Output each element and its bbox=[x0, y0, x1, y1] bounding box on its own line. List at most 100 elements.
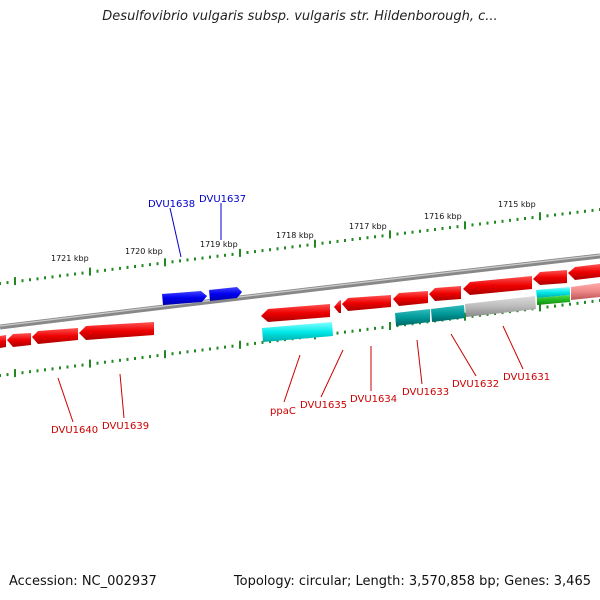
label-dvu1637[interactable]: DVU1637 bbox=[199, 194, 246, 205]
outer-ruler-tick bbox=[96, 269, 99, 273]
outer-ruler-tick bbox=[111, 267, 114, 271]
gene-dvu1639[interactable] bbox=[79, 322, 154, 340]
outer-ruler-ticks bbox=[0, 208, 600, 286]
gene-dvu1633-lower[interactable] bbox=[395, 309, 430, 326]
ruler-label-1717: 1717 kbp bbox=[349, 222, 387, 231]
gene-dvu1640-segment[interactable] bbox=[7, 333, 31, 347]
outer-ruler-tick bbox=[0, 282, 1, 285]
inner-ruler-tick bbox=[569, 302, 571, 306]
inner-ruler-tick bbox=[44, 368, 46, 372]
label-dvu1635[interactable]: DVU1635 bbox=[300, 400, 347, 411]
outer-ruler-tick bbox=[426, 228, 429, 232]
gene-dvu1632-lower[interactable] bbox=[431, 305, 465, 322]
label-dvu1638[interactable]: DVU1638 bbox=[148, 199, 195, 210]
gene-dvu1632[interactable] bbox=[463, 276, 532, 295]
ruler-label-1721: 1721 kbp bbox=[51, 254, 89, 263]
outer-ruler-tick bbox=[561, 212, 564, 216]
outer-ruler-tick bbox=[449, 226, 451, 230]
forward-genes bbox=[162, 287, 242, 305]
inner-ruler-tick bbox=[224, 345, 226, 349]
outer-ruler-tick bbox=[126, 265, 129, 269]
inner-ruler-tick bbox=[269, 340, 271, 343]
label-ppac[interactable]: ppaC bbox=[270, 406, 296, 417]
inner-ruler-tick bbox=[104, 360, 106, 364]
outer-ruler-tick bbox=[239, 248, 241, 257]
gene-dvu1638[interactable] bbox=[162, 291, 207, 305]
inner-ruler-tick bbox=[119, 358, 121, 362]
inner-ruler-tick bbox=[186, 350, 189, 354]
outer-ruler-tick bbox=[171, 260, 174, 264]
outer-ruler-tick bbox=[359, 237, 361, 241]
inner-ruler-tick bbox=[0, 374, 1, 377]
gene-ppac-rna[interactable] bbox=[262, 322, 333, 342]
inner-ruler-tick bbox=[336, 331, 339, 335]
outer-ruler-tick bbox=[81, 271, 84, 275]
outer-ruler-tick bbox=[89, 267, 91, 276]
outer-ruler-tick bbox=[321, 241, 324, 245]
outer-ruler-tick bbox=[374, 235, 376, 239]
gene-pink-right[interactable] bbox=[571, 283, 600, 300]
outer-ruler-tick bbox=[516, 217, 519, 221]
label-dvu1631[interactable]: DVU1631 bbox=[503, 372, 550, 383]
gene-cyan-right[interactable] bbox=[536, 287, 570, 298]
inner-ruler-tick bbox=[14, 369, 16, 378]
outer-ruler-tick bbox=[419, 229, 421, 233]
inner-ruler-tick bbox=[464, 312, 466, 321]
outer-ruler-tick bbox=[351, 238, 354, 241]
outer-ruler-tick bbox=[441, 227, 444, 230]
inner-ruler-tick bbox=[344, 330, 346, 334]
inner-ruler-tick bbox=[231, 344, 234, 348]
inner-ruler-tick bbox=[149, 355, 151, 359]
accession-text: Accession: NC_002937 bbox=[9, 574, 157, 589]
gene-dvu1635-small[interactable] bbox=[334, 300, 341, 313]
outer-ruler-tick bbox=[194, 257, 196, 261]
gene-dvu1631[interactable] bbox=[533, 270, 567, 285]
inner-ruler-tick bbox=[561, 303, 564, 307]
forward-label-leaders bbox=[169, 203, 222, 258]
outer-ruler-tick bbox=[254, 250, 256, 254]
outer-ruler-tick bbox=[261, 249, 264, 253]
label-dvu1639[interactable]: DVU1639 bbox=[102, 421, 149, 432]
outer-ruler-tick bbox=[434, 228, 436, 231]
ruler-labels: 1721 kbp 1720 kbp 1719 kbp 1718 kbp 1717… bbox=[51, 200, 536, 263]
outer-ruler-tick bbox=[366, 236, 369, 240]
gene-dvu1634[interactable] bbox=[393, 291, 428, 306]
outer-ruler-tick bbox=[381, 234, 384, 238]
inner-ruler-tick bbox=[74, 364, 76, 368]
outer-ruler-tick bbox=[584, 209, 586, 213]
outer-ruler-tick bbox=[216, 254, 219, 258]
inner-ruler-tick bbox=[29, 370, 31, 374]
gene-dvu1633[interactable] bbox=[429, 286, 461, 301]
outer-ruler-tick bbox=[231, 252, 234, 256]
outer-ruler-tick bbox=[329, 240, 331, 244]
label-dvu1633[interactable]: DVU1633 bbox=[402, 387, 449, 398]
outer-ruler-tick bbox=[186, 258, 189, 262]
outer-ruler-tick bbox=[201, 256, 204, 260]
gene-dvu1637[interactable] bbox=[209, 287, 242, 301]
outer-ruler-tick bbox=[66, 273, 69, 277]
outer-ruler-tick bbox=[576, 210, 579, 214]
inner-ruler-tick bbox=[141, 356, 144, 359]
gene-right-edge[interactable] bbox=[568, 264, 600, 280]
inner-ruler-tick bbox=[359, 328, 361, 332]
gene-dvu1640[interactable] bbox=[32, 328, 78, 344]
gene-left-edge[interactable] bbox=[0, 335, 6, 348]
outer-ruler-tick bbox=[6, 281, 9, 285]
label-dvu1632[interactable]: DVU1632 bbox=[452, 379, 499, 390]
label-dvu1634[interactable]: DVU1634 bbox=[350, 394, 397, 405]
gene-dvu1631-grey[interactable] bbox=[465, 296, 536, 317]
outer-ruler-tick bbox=[104, 268, 106, 272]
inner-ruler-tick bbox=[6, 373, 9, 377]
label-dvu1640[interactable]: DVU1640 bbox=[51, 425, 98, 436]
outer-ruler-tick bbox=[569, 211, 571, 215]
gene-green-right[interactable] bbox=[537, 295, 570, 305]
outer-ruler-tick bbox=[539, 212, 541, 221]
inner-ruler-tick bbox=[36, 369, 39, 373]
inner-ruler-tick bbox=[81, 363, 84, 367]
outer-ruler-tick bbox=[59, 274, 61, 278]
inner-ruler-tick bbox=[246, 342, 249, 346]
gene-ppac[interactable] bbox=[261, 304, 330, 322]
gene-dvu1635[interactable] bbox=[342, 295, 391, 311]
reverse-gene-labels: DVU1640 DVU1639 ppaC DVU1635 DVU1634 DVU… bbox=[51, 372, 550, 436]
